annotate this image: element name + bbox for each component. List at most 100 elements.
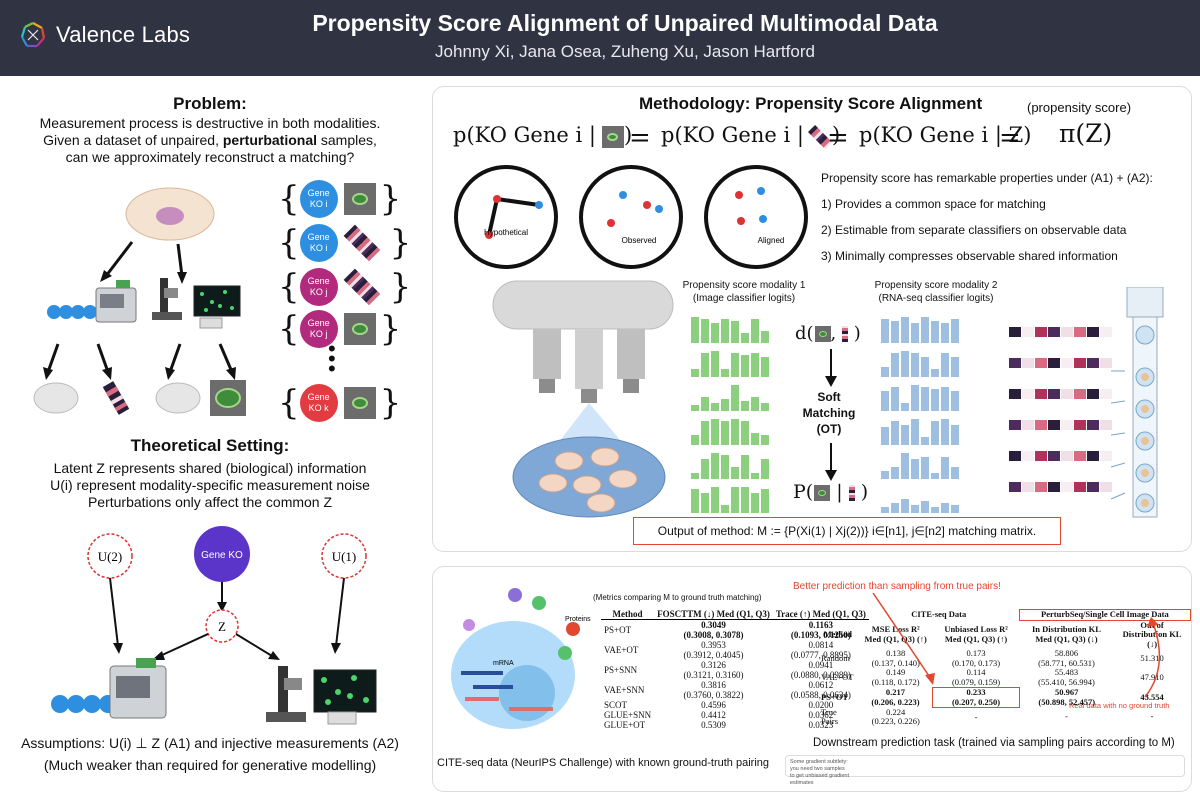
logit-bar-row <box>881 349 959 377</box>
proteins-label: Proteins <box>565 616 591 623</box>
barcode-cell <box>1009 420 1021 430</box>
table-2-header: Unbiased Loss R² Med (Q1, Q3) (↑) <box>944 624 1008 644</box>
barcode-cell <box>1022 451 1034 461</box>
table-1-row: VAE+SNN 0.3816 (0.3760, 0.3822) 0.0612 (0.05… <box>604 680 851 700</box>
mod2-title: Propensity score modality 2 <box>874 280 998 291</box>
barcode-cell <box>1074 358 1086 368</box>
problem-line-2: Given a dataset of unpaired, perturbatio… <box>43 132 377 148</box>
output-box: Output of method: M := {P(Xi(1) | Xj(2))… <box>633 517 1061 545</box>
better-note: Better prediction than sampling from tru… <box>793 581 1001 592</box>
barcode-cell <box>1074 451 1086 461</box>
poster-authors: Johnny Xi, Jana Osea, Zuheng Xu, Jason H… <box>435 42 815 61</box>
poster-header: Valence Labs Propensity Score Alignment … <box>0 0 1200 76</box>
barcode-cell <box>1048 420 1060 430</box>
table-2-header: Method <box>823 628 852 639</box>
soft-matching-label: Soft Matching (OT) <box>802 390 856 436</box>
logit-bar-row <box>691 485 769 513</box>
gene-ko-row: {Gene KO j} <box>278 267 412 307</box>
left-column: Problem: Measurement process is destruct… <box>0 76 420 800</box>
gene-ko-node: Gene KO <box>201 550 243 561</box>
barcode-cell <box>1100 420 1112 430</box>
circle-observed: Observed <box>579 165 683 269</box>
table-2-container: CITE-seq Data PerturbSeq/Single Cell Imag… <box>817 609 1192 727</box>
barcode-cell <box>1022 327 1034 337</box>
properties-intro: Propensity score has remarkable properti… <box>821 171 1153 185</box>
mod2-subtitle: (RNA-seq classifier logits) <box>878 293 994 304</box>
gene-ko-row: {Gene KO j} <box>278 309 402 349</box>
barcode-cell <box>1035 420 1047 430</box>
output-text: Output of method: M := {P(Xi(1) | Xj(2))… <box>657 524 1037 538</box>
table-2-header: Out of Distribution KL (↓) <box>1122 619 1182 649</box>
barcode-cell <box>1009 358 1021 368</box>
real-data-note: Real data with no ground truth <box>1069 701 1170 710</box>
barcode-cell <box>1074 420 1086 430</box>
table-1-row: GLUE+SNN 0.4412 0.0362 <box>604 710 834 720</box>
mod1-label: Propensity score modality 1 (Image class… <box>669 279 819 305</box>
microscope-icon-2 <box>266 666 377 725</box>
fine-print-box: Some gradient subtlety: you need two sam… <box>785 755 1185 786</box>
table-2-group-cite: CITE-seq Data <box>911 609 967 619</box>
theory-heading: Theoretical Setting <box>130 436 284 455</box>
mrna-label: mRNA <box>493 660 514 667</box>
barcode-cell <box>1035 482 1047 492</box>
property-2: 2) Estimable from separate classifiers o… <box>821 223 1127 237</box>
barcode-cell <box>1100 482 1112 492</box>
table-1-row: GLUE+OT 0.5309 0.0323 <box>604 720 834 730</box>
property-3: 3) Minimally compresses observable share… <box>821 249 1118 263</box>
distance-expression: d(, ) <box>795 323 861 344</box>
table-1-header: Method <box>601 609 655 620</box>
barcode-cell <box>1048 482 1060 492</box>
properties-list: Propensity score has remarkable properti… <box>821 165 1153 269</box>
barcode-cell <box>1048 451 1060 461</box>
barcode-cell <box>1087 327 1099 337</box>
downstream-caption: Downstream prediction task (trained via … <box>813 737 1175 749</box>
eq-term-1: p(KO Gene i |) <box>453 123 633 148</box>
theory-line-3: Perturbations only affect the common Z <box>87 494 333 510</box>
eq-equals-3: = <box>999 123 1021 153</box>
barcode-cell <box>1022 358 1034 368</box>
table-2-row: VAE+OT 0.149 (0.118, 0.172) 0.114 (0.079, 0.… <box>821 667 1164 687</box>
gene-ko-chip: Gene KO j <box>299 310 338 348</box>
logit-bar-row <box>881 451 959 479</box>
barcode-cell <box>1100 451 1112 461</box>
valence-logo: Valence Labs <box>18 20 190 50</box>
barcode-cell <box>1009 482 1021 492</box>
barcode-cell <box>1009 451 1021 461</box>
cell-image-icon <box>343 313 376 345</box>
alignment-circles: Hypothetical Observed Aligned <box>454 165 808 269</box>
ellipsis-dots: • • • <box>328 336 336 381</box>
assumption-line-1: Assumptions: U(i) ⊥ Z (A1) and injective… <box>21 735 399 751</box>
barcode-cell <box>1035 327 1047 337</box>
theory-line-2: U(i) represent modality-specific measure… <box>50 477 370 493</box>
u1-node: U(1) <box>332 549 357 564</box>
circle-label-aligned: Aligned <box>758 236 785 245</box>
barcode-cell <box>1087 482 1099 492</box>
mod1-subtitle: (Image classifier logits) <box>692 293 796 304</box>
barcode-cell <box>1087 358 1099 368</box>
barcode-cell <box>1100 358 1112 368</box>
barcode-cell <box>1061 327 1073 337</box>
eq-pi: π(Z) <box>1059 119 1113 148</box>
u2-node: U(2) <box>98 549 123 564</box>
logit-bar-row <box>881 315 959 343</box>
barcode-cell <box>1009 389 1021 399</box>
poster-title: Propensity Score Alignment of Unpaired M… <box>312 10 938 36</box>
downstream-table: CITE-seq Data PerturbSeq/Single Cell Imag… <box>817 609 1192 727</box>
problem-text: Measurement process is destructive in bo… <box>0 115 420 166</box>
barcode-cell <box>1074 389 1086 399</box>
barcode-cell <box>1087 389 1099 399</box>
eq-equals-1: = <box>629 123 651 153</box>
theory-text: Latent Z represents shared (biological) … <box>0 460 420 511</box>
eq-equals-2: = <box>827 123 849 153</box>
logit-bar-row <box>881 417 959 445</box>
gene-ko-row: {Gene KO i} <box>278 223 412 263</box>
barcode-cell <box>1048 358 1060 368</box>
arrow-down-1 <box>825 349 837 387</box>
barcode-cell <box>1100 327 1112 337</box>
barcode-cell <box>1009 327 1021 337</box>
sequencing-illustration <box>1009 287 1164 518</box>
circle-label-observed: Observed <box>622 236 657 245</box>
logit-bar-row <box>691 417 769 445</box>
table-1-header: Trace (↑) Med (Q1, Q3) <box>772 609 869 620</box>
logit-bar-row <box>691 383 769 411</box>
